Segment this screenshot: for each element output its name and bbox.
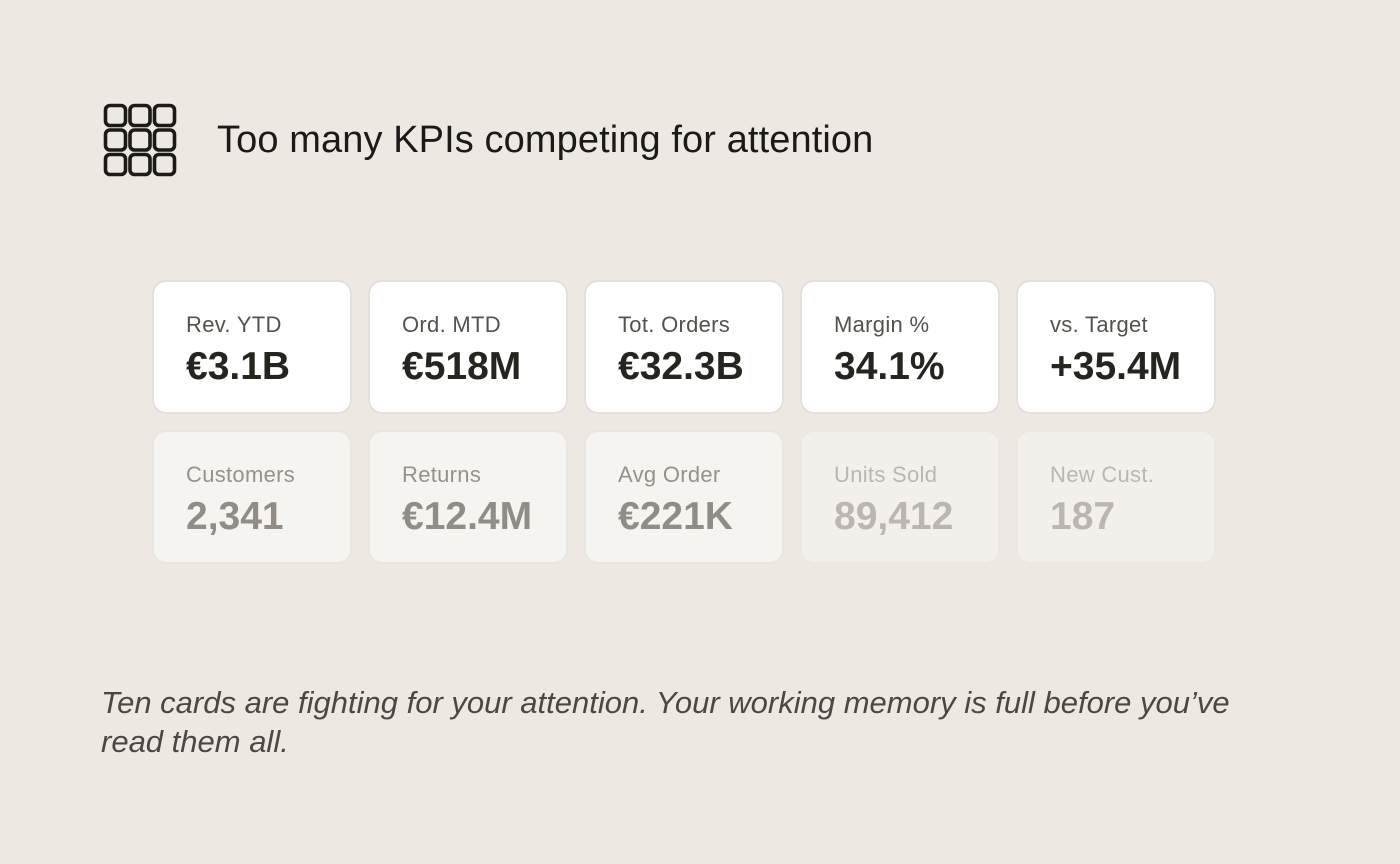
kpi-card-avg-order: Avg Order €221K xyxy=(584,430,784,564)
kpi-label: Customers xyxy=(186,462,296,487)
kpi-value: 89,412 xyxy=(834,495,954,538)
grid-icon xyxy=(103,103,177,177)
page-title: Too many KPIs competing for attention xyxy=(217,118,874,161)
kpi-value: €32.3B xyxy=(618,345,744,388)
kpi-value: 2,341 xyxy=(186,495,284,538)
header: Too many KPIs competing for attention xyxy=(103,103,873,177)
kpi-card-returns: Returns €12.4M xyxy=(368,430,568,564)
kpi-card-tot-orders: Tot. Orders €32.3B xyxy=(584,280,784,414)
kpi-label: Ord. MTD xyxy=(402,312,501,337)
kpi-label: Rev. YTD xyxy=(186,312,282,337)
kpi-label: vs. Target xyxy=(1050,312,1148,337)
kpi-card-customers: Customers 2,341 xyxy=(152,430,352,564)
kpi-value: €518M xyxy=(402,345,522,388)
kpi-card-rev-ytd: Rev. YTD €3.1B xyxy=(152,280,352,414)
kpi-value: €221K xyxy=(618,495,733,538)
kpi-label: Units Sold xyxy=(834,462,938,487)
kpi-card-ord-mtd: Ord. MTD €518M xyxy=(368,280,568,414)
kpi-value: €3.1B xyxy=(186,345,291,388)
kpi-value: €12.4M xyxy=(402,495,533,538)
kpi-card-margin: Margin % 34.1% xyxy=(800,280,1000,414)
kpi-card-grid: Rev. YTD €3.1B Ord. MTD €518M Tot. Order… xyxy=(152,280,1216,564)
caption: Ten cards are fighting for your attentio… xyxy=(101,685,1230,759)
kpi-card-new-cust: New Cust. 187 xyxy=(1016,430,1216,564)
kpi-value: 187 xyxy=(1050,495,1116,538)
kpi-label: Avg Order xyxy=(618,462,721,487)
kpi-label: Tot. Orders xyxy=(618,312,731,337)
kpi-card-units-sold: Units Sold 89,412 xyxy=(800,430,1000,564)
kpi-label: Margin % xyxy=(834,312,930,337)
kpi-label: New Cust. xyxy=(1050,462,1155,487)
kpi-value: +35.4M xyxy=(1050,345,1182,388)
kpi-label: Returns xyxy=(402,462,482,487)
kpi-card-vs-target: vs. Target +35.4M xyxy=(1016,280,1216,414)
kpi-value: 34.1% xyxy=(834,345,945,388)
